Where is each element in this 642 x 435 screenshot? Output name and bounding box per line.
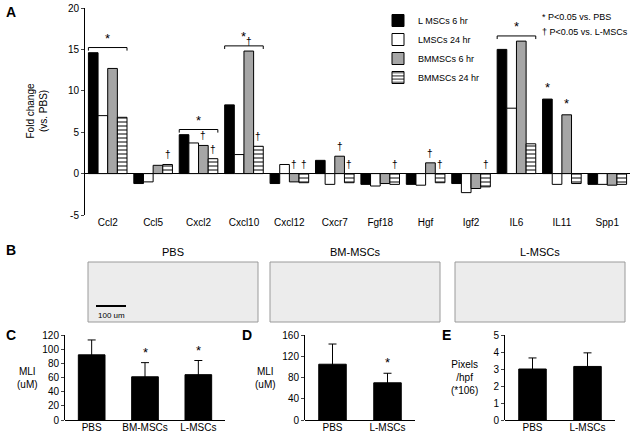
svg-text:2: 2: [493, 381, 499, 392]
svg-text:Ccl2: Ccl2: [98, 217, 118, 228]
svg-text:4: 4: [493, 347, 499, 358]
svg-text:100: 100: [42, 344, 59, 355]
svg-text:D: D: [242, 327, 252, 343]
svg-text:BMMSCs 6 hr: BMMSCs 6 hr: [418, 54, 474, 64]
svg-text:A: A: [6, 4, 16, 20]
svg-text:80: 80: [288, 372, 300, 383]
svg-text:†: †: [165, 149, 171, 160]
svg-text:Cxcl12: Cxcl12: [274, 217, 305, 228]
svg-text:†: †: [255, 131, 261, 142]
svg-text:*: *: [196, 113, 201, 128]
svg-text:B: B: [6, 242, 16, 258]
svg-text:Fgf18: Fgf18: [367, 217, 393, 228]
svg-text:1: 1: [493, 398, 499, 409]
svg-text:20: 20: [48, 400, 60, 411]
svg-text:*: *: [143, 345, 148, 360]
svg-text:5: 5: [73, 127, 79, 138]
svg-text:†: †: [200, 130, 206, 141]
svg-text:†: †: [346, 159, 352, 170]
svg-text:MLI(uM): MLI(uM): [255, 366, 276, 390]
svg-text:Cxcl2: Cxcl2: [186, 217, 211, 228]
svg-text:Spp1: Spp1: [596, 217, 620, 228]
svg-text:60: 60: [48, 372, 60, 383]
svg-text:†: †: [427, 148, 433, 159]
svg-text:* P<0.05 vs. PBS: * P<0.05 vs. PBS: [542, 12, 611, 22]
svg-text:IL6: IL6: [510, 217, 524, 228]
svg-text:*: *: [385, 355, 390, 370]
svg-text:*: *: [196, 343, 201, 358]
svg-text:Igf2: Igf2: [463, 217, 480, 228]
svg-text:LMSCs 24 hr: LMSCs 24 hr: [418, 35, 471, 45]
svg-text:BM-MSCs: BM-MSCs: [330, 246, 381, 258]
svg-text:†: †: [246, 36, 252, 47]
svg-text:0: 0: [73, 168, 79, 179]
svg-text:L-MSCs: L-MSCs: [569, 422, 605, 433]
svg-text:†: †: [337, 141, 343, 152]
svg-text:†: †: [483, 159, 489, 170]
svg-text:†: †: [437, 159, 443, 170]
svg-text:Hgf: Hgf: [418, 217, 434, 228]
svg-text:PBS: PBS: [522, 422, 542, 433]
svg-text:†: †: [301, 159, 307, 170]
svg-text:*: *: [105, 31, 110, 46]
svg-text:*: *: [564, 96, 569, 111]
svg-text:Pixels/hpf(*106): Pixels/hpf(*106): [451, 359, 478, 396]
svg-text:† P<0.05 vs. L-MSCs: † P<0.05 vs. L-MSCs: [542, 27, 628, 37]
svg-text:*: *: [545, 80, 550, 95]
svg-text:Ccl5: Ccl5: [143, 217, 163, 228]
svg-text:MLI(uM): MLI(uM): [17, 366, 38, 390]
svg-text:*: *: [514, 19, 519, 34]
svg-text:Cxcl10: Cxcl10: [229, 217, 260, 228]
svg-text:0: 0: [293, 415, 299, 426]
svg-text:0: 0: [53, 415, 59, 426]
svg-text:L-MSCs: L-MSCs: [520, 246, 560, 258]
svg-text:0: 0: [493, 415, 499, 426]
svg-text:BMMSCs 24 hr: BMMSCs 24 hr: [418, 73, 479, 83]
svg-text:*: *: [241, 29, 246, 44]
svg-text:20: 20: [68, 3, 80, 14]
svg-text:BM-MSCs: BM-MSCs: [122, 422, 168, 433]
svg-text:40: 40: [288, 393, 300, 404]
svg-text:10: 10: [68, 85, 80, 96]
svg-text:L MSCs 6 hr: L MSCs 6 hr: [418, 16, 468, 26]
svg-text:L-MSCs: L-MSCs: [180, 422, 216, 433]
svg-text:C: C: [6, 327, 16, 343]
svg-text:100 um: 100 um: [98, 311, 125, 320]
svg-text:†: †: [291, 159, 297, 170]
svg-text:PBS: PBS: [162, 246, 184, 258]
svg-text:120: 120: [282, 351, 299, 362]
svg-text:E: E: [442, 327, 451, 343]
svg-text:PBS: PBS: [82, 422, 102, 433]
svg-text:120: 120: [42, 330, 59, 341]
svg-text:Cxcr7: Cxcr7: [322, 217, 349, 228]
svg-text:L-MSCs: L-MSCs: [369, 422, 405, 433]
svg-text:15: 15: [68, 44, 80, 55]
svg-text:80: 80: [48, 358, 60, 369]
svg-text:160: 160: [282, 330, 299, 341]
svg-text:†: †: [210, 144, 216, 155]
svg-text:IL11: IL11: [553, 217, 572, 228]
svg-text:5: 5: [493, 330, 499, 341]
svg-text:3: 3: [493, 364, 499, 375]
svg-text:-5: -5: [70, 210, 79, 221]
svg-text:Fold change(vs. PBS): Fold change(vs. PBS): [25, 83, 49, 138]
svg-text:40: 40: [48, 386, 60, 397]
svg-text:†: †: [392, 159, 398, 170]
svg-text:PBS: PBS: [322, 422, 342, 433]
